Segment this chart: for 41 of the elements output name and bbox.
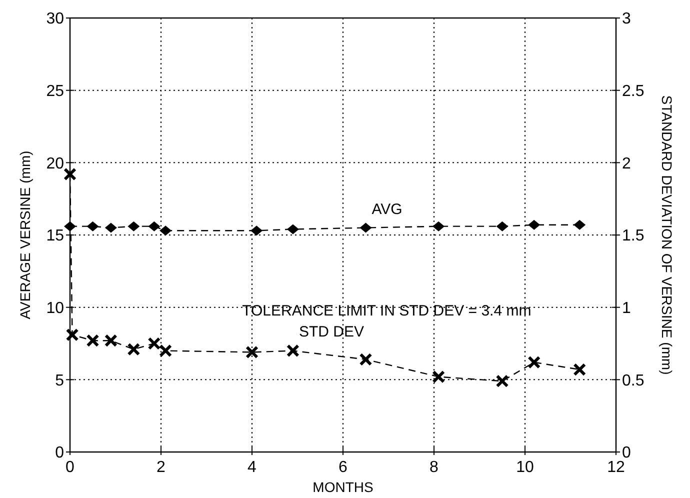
- point: [286, 344, 300, 358]
- point: [104, 334, 118, 348]
- y2-tick-label: 3: [622, 10, 631, 28]
- y2-axis-title: STANDARD DEVIATION OF VERSINE (mm): [659, 95, 675, 375]
- y2-tick-label: 0: [622, 444, 631, 462]
- y-tick-label: 15: [46, 228, 64, 245]
- series-label: AVG: [372, 200, 402, 218]
- y-tick-label: 0: [55, 444, 64, 462]
- point: [159, 344, 172, 358]
- point: [496, 374, 509, 388]
- point: [359, 352, 372, 366]
- point: [64, 168, 76, 181]
- annotation: TOLERANCE LIMIT IN STD DEV = 3.4 mm: [242, 302, 532, 320]
- x-axis-title: MONTHS: [312, 479, 374, 495]
- point: [246, 346, 258, 359]
- point: [127, 342, 140, 356]
- y-tick-label: 30: [46, 10, 64, 28]
- point: [148, 337, 161, 350]
- point: [66, 328, 79, 342]
- x-tick-label: 6: [338, 459, 348, 476]
- y2-tick-label: 0.5: [622, 372, 644, 390]
- y-tick-label: 25: [46, 82, 64, 100]
- x-tick-label: 12: [607, 459, 625, 476]
- y-tick-label: 10: [46, 300, 64, 317]
- x-tick-label: 2: [156, 459, 166, 476]
- series-label: STD DEV: [298, 324, 364, 341]
- y-tick-label: 5: [55, 372, 64, 390]
- y2-tick-label: 2: [622, 155, 631, 172]
- point: [573, 363, 586, 376]
- x-tick-label: 0: [66, 459, 75, 476]
- y2-tick-label: 1: [622, 300, 631, 317]
- point: [86, 334, 100, 348]
- point: [432, 370, 446, 384]
- y2-tick-label: 2.5: [622, 82, 644, 100]
- x-tick-label: 4: [248, 459, 257, 476]
- point: [528, 356, 541, 369]
- y-axis-title: AVERAGE VERSINE (mm): [17, 150, 33, 320]
- x-tick-label: 8: [430, 459, 439, 476]
- y-tick-label: 20: [46, 155, 64, 172]
- y2-tick-label: 1.5: [622, 228, 644, 245]
- x-tick-label: 10: [516, 459, 534, 476]
